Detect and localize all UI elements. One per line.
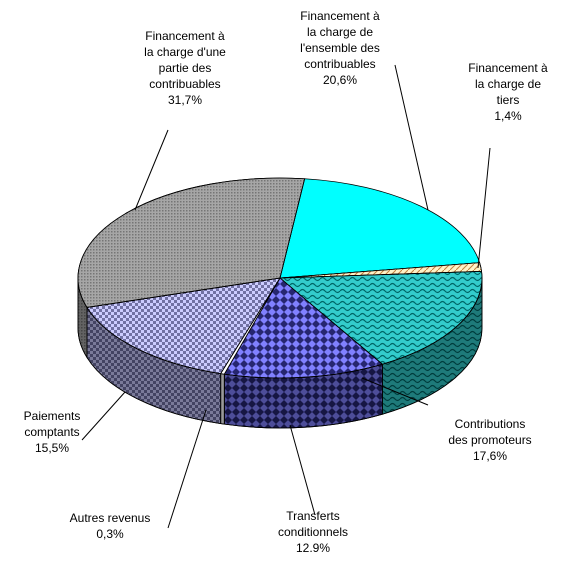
leader-line: [81, 391, 126, 441]
slice-pattern: [278, 270, 483, 365]
slice-value-label: 0,3%: [96, 527, 124, 541]
slice-side-pattern: [86, 307, 221, 424]
slice-value-label: 12.9%: [296, 541, 330, 555]
slice-pattern: [77, 177, 306, 308]
slice-side-pattern: [224, 364, 383, 429]
slice-label: Paiements comptants: [24, 409, 81, 439]
slice: [279, 178, 481, 279]
slice-label: Financement à la charge d'une partie des co…: [144, 29, 226, 91]
slice-side-pattern: [78, 278, 87, 358]
slice-label: Financement à la charge de l'ensemble des c…: [300, 9, 380, 71]
slice-value-label: 31,7%: [168, 93, 202, 107]
leader-line: [289, 424, 316, 516]
leader-line: [134, 129, 169, 211]
leader-line: [477, 147, 491, 269]
slice-side-shade: [220, 373, 225, 425]
slice-value-label: 17,6%: [473, 449, 507, 463]
slice-side-pattern: [382, 278, 482, 415]
slice-value-label: 1,4%: [494, 109, 522, 123]
slice-label: Contributions des promoteurs: [448, 417, 531, 447]
leader-line: [361, 377, 429, 406]
slice-pattern: [86, 277, 281, 375]
slice-value-label: 20,6%: [323, 73, 357, 87]
slice-label: Transferts conditionnels: [278, 509, 348, 539]
leader-line: [394, 64, 429, 211]
slice-label: Financement à la charge de tiers: [468, 61, 548, 107]
leader-line: [167, 409, 207, 529]
slice-pattern: [223, 277, 384, 379]
slice-label: Autres revenus: [70, 511, 151, 525]
slice-value-label: 15,5%: [35, 441, 69, 455]
